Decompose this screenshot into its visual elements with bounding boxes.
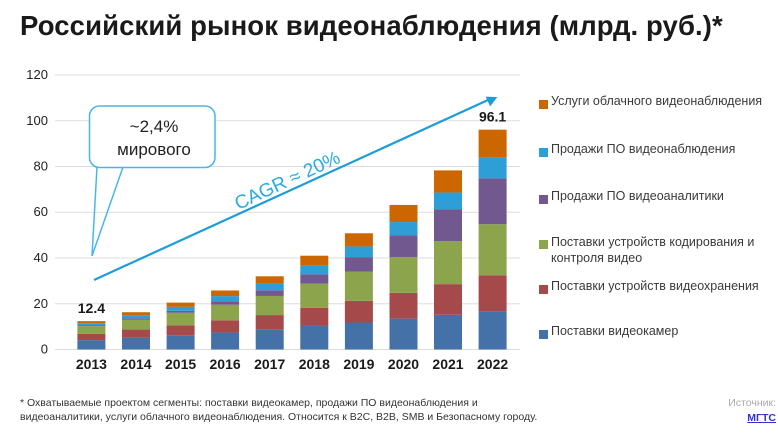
svg-text:~2,4%: ~2,4%: [130, 117, 179, 136]
svg-text:2013: 2013: [76, 356, 107, 372]
svg-text:2016: 2016: [210, 356, 241, 372]
svg-text:60: 60: [34, 204, 48, 219]
svg-text:2017: 2017: [254, 356, 285, 372]
svg-text:0: 0: [41, 342, 48, 357]
svg-text:2022: 2022: [477, 356, 508, 372]
svg-text:12.4: 12.4: [78, 300, 105, 316]
svg-text:2020: 2020: [388, 356, 419, 372]
svg-text:2018: 2018: [299, 356, 330, 372]
svg-text:100: 100: [26, 113, 48, 128]
svg-text:120: 120: [26, 67, 48, 82]
svg-text:2014: 2014: [120, 356, 151, 372]
svg-text:80: 80: [34, 159, 48, 174]
svg-text:2019: 2019: [343, 356, 374, 372]
svg-text:40: 40: [34, 250, 48, 265]
svg-text:20: 20: [34, 296, 48, 311]
svg-text:96.1: 96.1: [479, 109, 506, 125]
svg-text:2021: 2021: [432, 356, 463, 372]
svg-text:CAGR ≈ 20%: CAGR ≈ 20%: [232, 147, 344, 214]
svg-text:мирового: мирового: [117, 140, 191, 159]
svg-text:2015: 2015: [165, 356, 196, 372]
